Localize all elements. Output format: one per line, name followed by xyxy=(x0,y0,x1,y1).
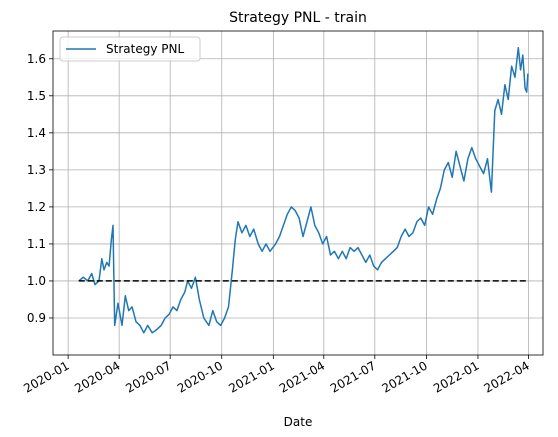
series-line-strategy-pnl xyxy=(78,46,529,334)
chart-title: Strategy PNL - train xyxy=(229,10,367,26)
grid-lines xyxy=(53,31,543,355)
y-axis-ticks: 0.9 1.0 1.1 1.2 1.3 1.4 1.5 1.6 xyxy=(27,52,53,325)
y-tick-label: 1.0 xyxy=(27,274,46,288)
y-tick-label: 1.2 xyxy=(27,200,46,214)
plot-frame xyxy=(52,30,544,356)
y-tick-label: 0.9 xyxy=(27,311,46,325)
x-axis-title: Date xyxy=(284,415,313,429)
y-tick-label: 1.1 xyxy=(27,237,46,251)
legend-box xyxy=(59,36,201,62)
y-tick-label: 1.6 xyxy=(27,52,46,66)
y-tick-label: 1.5 xyxy=(27,89,46,103)
y-tick-label: 1.4 xyxy=(27,126,46,140)
y-tick-label: 1.3 xyxy=(27,163,46,177)
legend: Strategy PNL xyxy=(59,36,201,62)
legend-label-strategy-pnl: Strategy PNL xyxy=(106,42,184,56)
plot-series xyxy=(78,46,529,334)
